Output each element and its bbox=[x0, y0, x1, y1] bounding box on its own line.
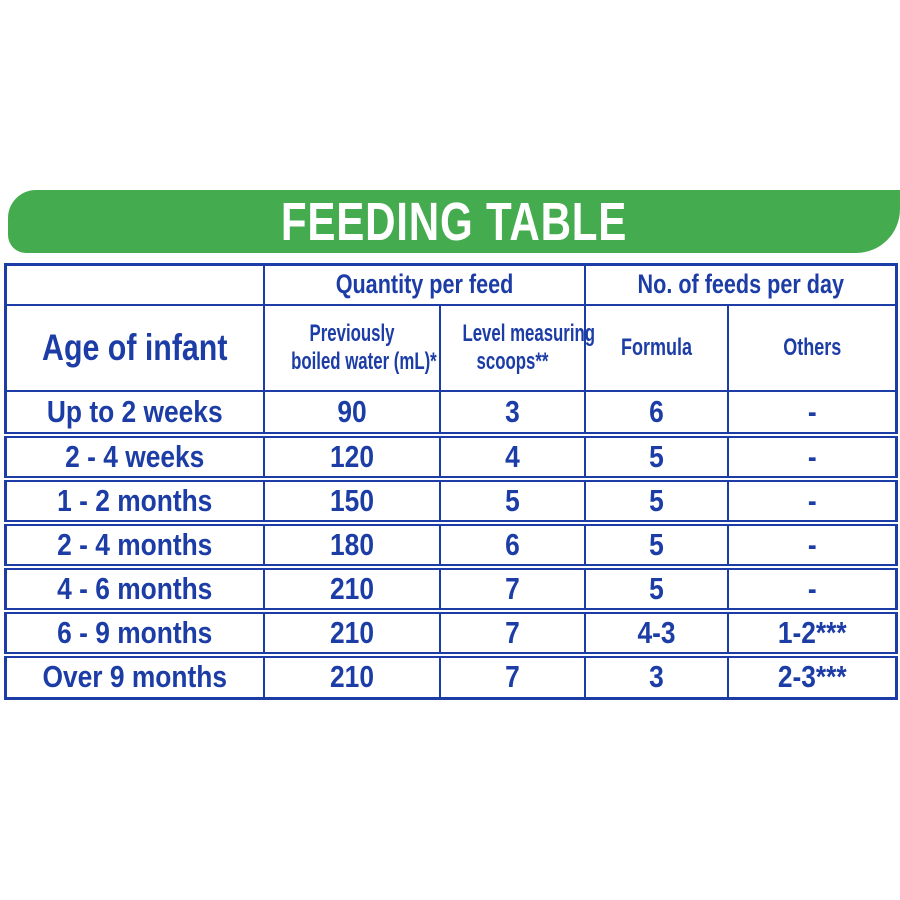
table-row: 2 - 4 weeks 120 4 5 - bbox=[4, 431, 898, 480]
cell-scoops: 3 bbox=[438, 389, 586, 436]
cell-others: 1-2*** bbox=[726, 607, 898, 656]
banner-title: FEEDING TABLE bbox=[280, 191, 628, 252]
cell-others: - bbox=[726, 563, 898, 612]
cell-formula: 5 bbox=[583, 519, 729, 568]
cell-formula: 5 bbox=[583, 431, 729, 480]
table-row: 6 - 9 months 210 7 4-3 1-2*** bbox=[4, 607, 898, 656]
cell-water: 210 bbox=[262, 563, 441, 612]
column-header-age: Age of infant bbox=[4, 303, 265, 392]
cell-water: 210 bbox=[262, 651, 441, 700]
cell-water: 90 bbox=[262, 389, 441, 436]
cell-age: Up to 2 weeks bbox=[4, 389, 265, 436]
cell-age: 1 - 2 months bbox=[4, 475, 265, 524]
cell-others: - bbox=[726, 431, 898, 480]
cell-water: 120 bbox=[262, 431, 441, 480]
column-header-others: Others bbox=[726, 303, 898, 392]
cell-others: - bbox=[726, 389, 898, 436]
cell-scoops: 4 bbox=[438, 431, 586, 480]
cell-age: 2 - 4 months bbox=[4, 519, 265, 568]
cell-age: 6 - 9 months bbox=[4, 607, 265, 656]
table-row: 1 - 2 months 150 5 5 - bbox=[4, 475, 898, 524]
cell-scoops: 7 bbox=[438, 563, 586, 612]
table-row: 2 - 4 months 180 6 5 - bbox=[4, 519, 898, 568]
cell-water: 180 bbox=[262, 519, 441, 568]
column-header-row: Age of infant Previously boiled water (m… bbox=[4, 303, 898, 392]
cell-others: 2-3*** bbox=[726, 651, 898, 700]
cell-scoops: 7 bbox=[438, 607, 586, 656]
column-header-scoops-line1: Level measuring bbox=[461, 319, 595, 347]
column-header-water: Previously boiled water (mL)* bbox=[262, 303, 441, 392]
cell-formula: 4-3 bbox=[583, 607, 729, 656]
column-header-others-label: Others bbox=[782, 333, 841, 361]
empty-corner-cell bbox=[4, 263, 265, 306]
cell-water: 210 bbox=[262, 607, 441, 656]
column-header-scoops-line2: scoops** bbox=[476, 347, 548, 375]
column-header-water-line2: boiled water (mL)* bbox=[290, 347, 437, 375]
feeding-table: Quantity per feed No. of feeds per day A… bbox=[4, 263, 899, 700]
cell-water: 150 bbox=[262, 475, 441, 524]
cell-formula: 3 bbox=[583, 651, 729, 700]
cell-others: - bbox=[726, 475, 898, 524]
cell-formula: 5 bbox=[583, 563, 729, 612]
group-header-feeds-label: No. of feeds per day bbox=[637, 268, 844, 299]
column-header-formula-label: Formula bbox=[620, 333, 692, 361]
group-header-quantity-label: Quantity per feed bbox=[335, 268, 513, 299]
cell-others: - bbox=[726, 519, 898, 568]
cell-formula: 5 bbox=[583, 475, 729, 524]
group-header-quantity: Quantity per feed bbox=[262, 263, 586, 306]
cell-scoops: 5 bbox=[438, 475, 586, 524]
cell-scoops: 7 bbox=[438, 651, 586, 700]
cell-age: 4 - 6 months bbox=[4, 563, 265, 612]
cell-age: 2 - 4 weeks bbox=[4, 431, 265, 480]
table-row: 4 - 6 months 210 7 5 - bbox=[4, 563, 898, 612]
cell-age: Over 9 months bbox=[4, 651, 265, 700]
cell-scoops: 6 bbox=[438, 519, 586, 568]
table-row: Up to 2 weeks 90 3 6 - bbox=[4, 389, 898, 436]
cell-formula: 6 bbox=[583, 389, 729, 436]
group-header-row: Quantity per feed No. of feeds per day bbox=[4, 263, 898, 306]
column-header-age-label: Age of infant bbox=[42, 326, 228, 368]
group-header-feeds: No. of feeds per day bbox=[583, 263, 898, 306]
column-header-scoops: Level measuring scoops** bbox=[438, 303, 595, 392]
table-row: Over 9 months 210 7 3 2-3*** bbox=[4, 651, 898, 700]
feeding-table-banner: FEEDING TABLE bbox=[8, 190, 900, 253]
column-header-formula: Formula bbox=[583, 303, 729, 392]
column-header-water-line1: Previously bbox=[309, 319, 394, 347]
